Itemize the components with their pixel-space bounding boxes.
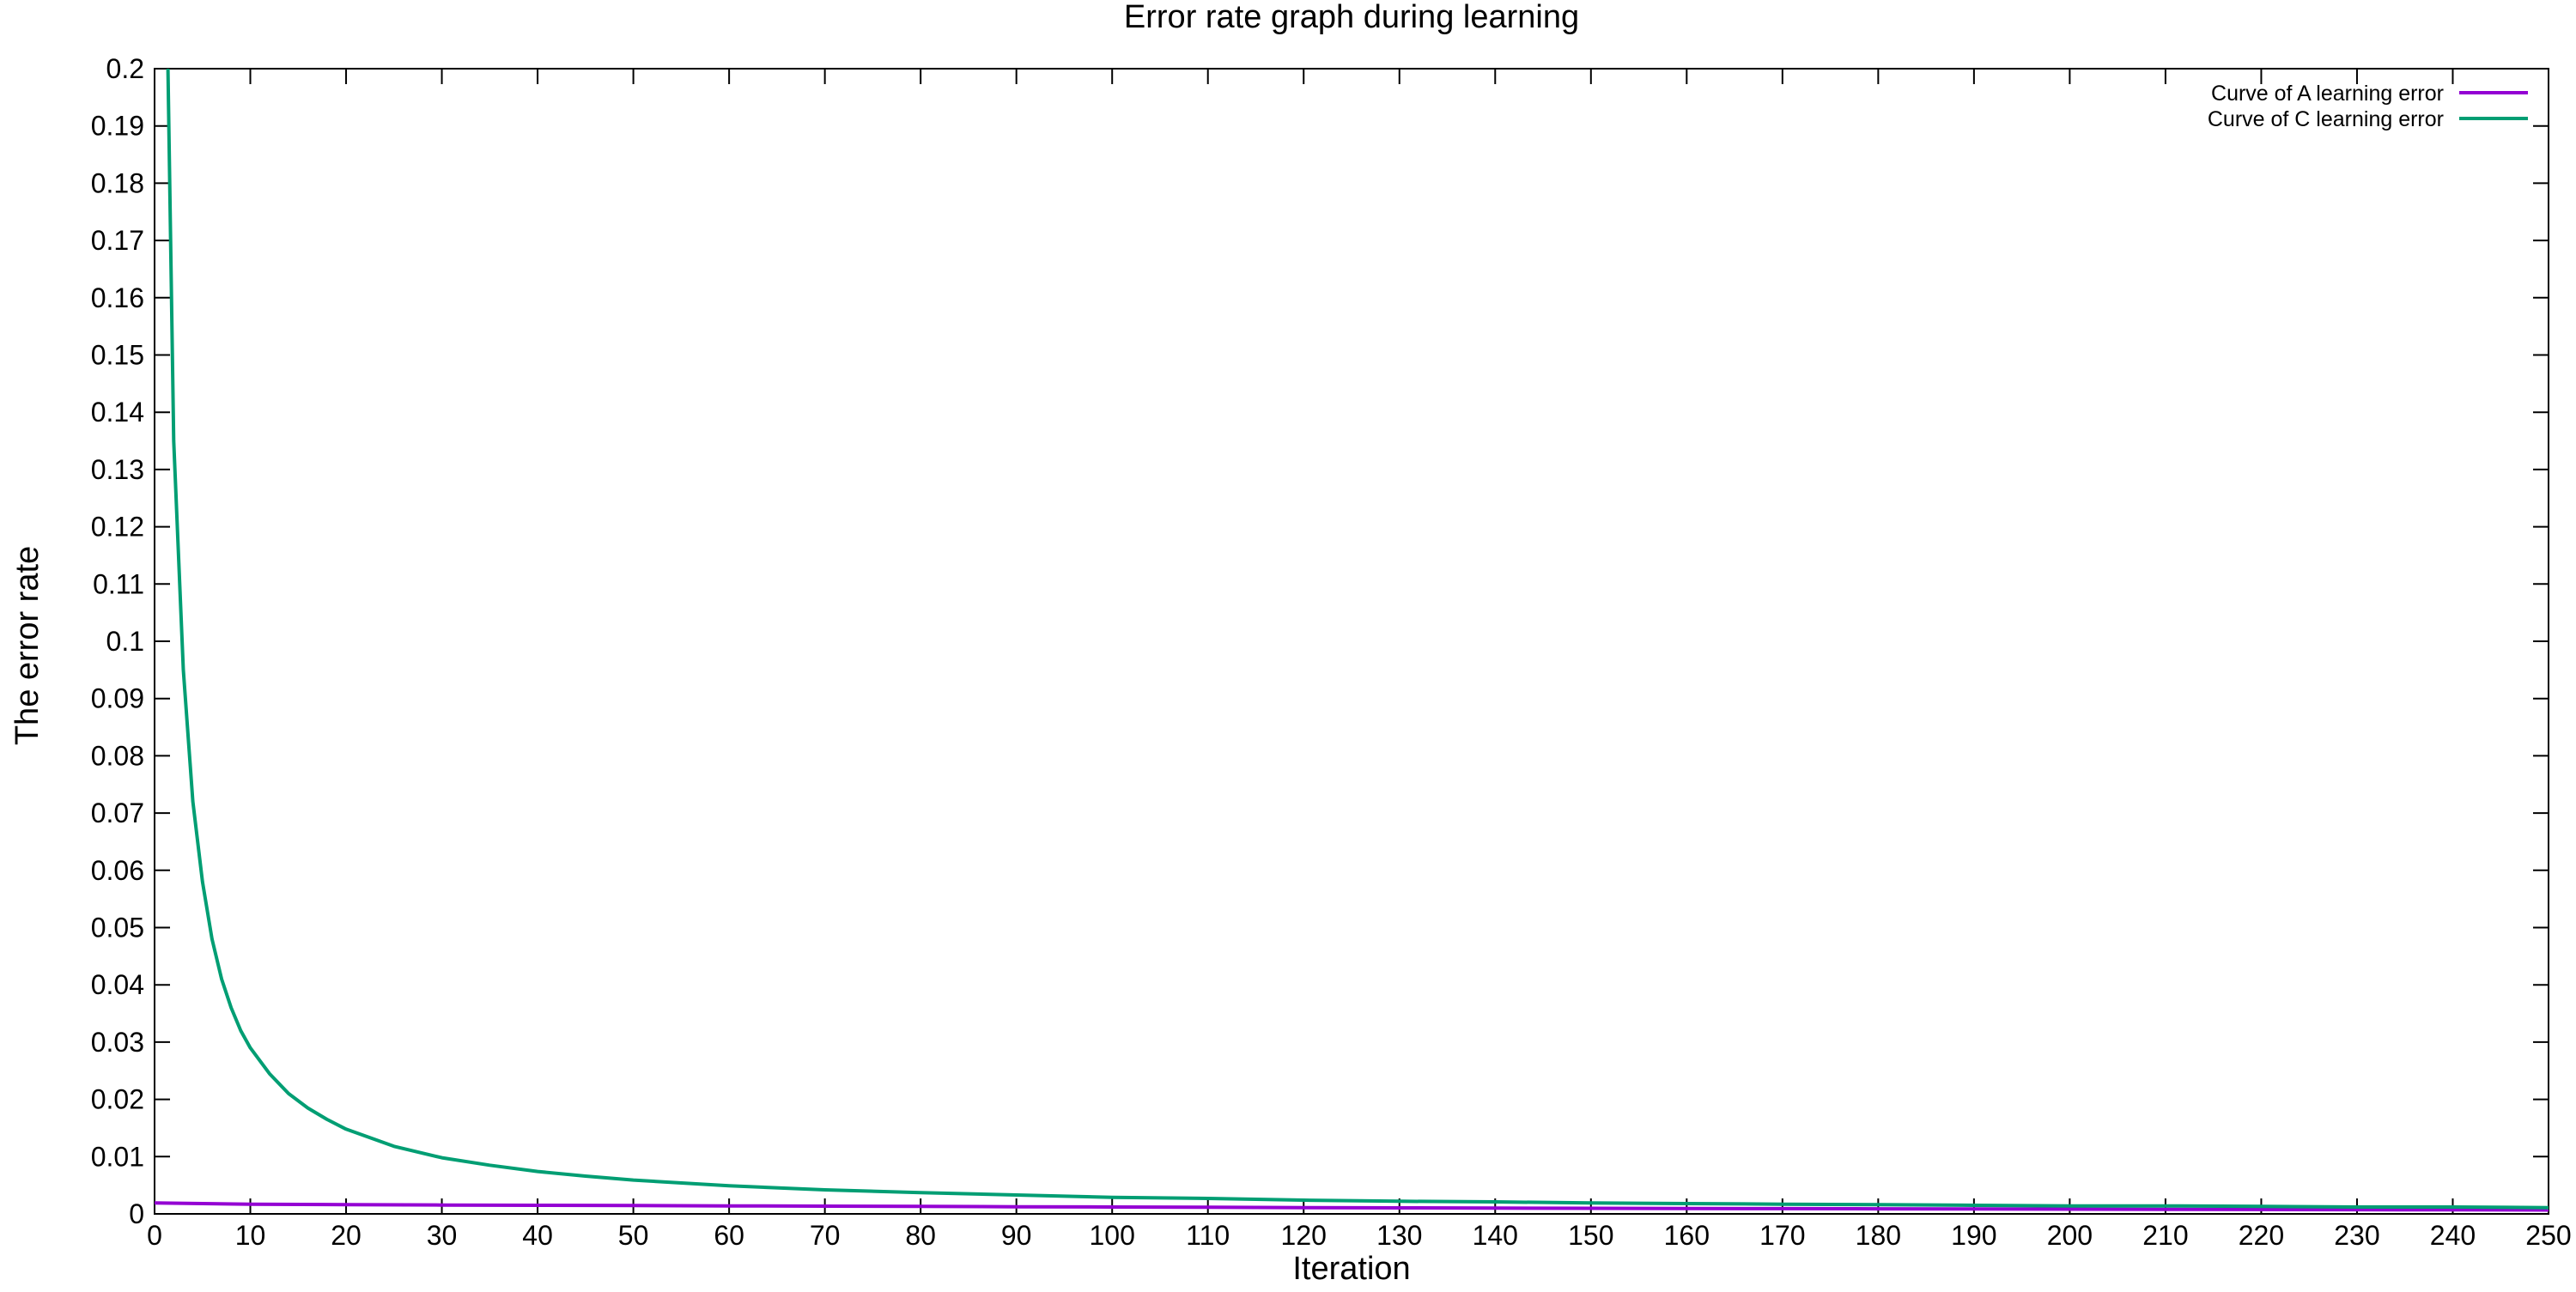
y-tick-label: 0.1 [106, 626, 144, 657]
x-tick-label: 80 [905, 1220, 936, 1251]
x-tick-label: 250 [2525, 1220, 2571, 1251]
x-tick-label: 210 [2142, 1220, 2188, 1251]
x-tick-label: 170 [1759, 1220, 1805, 1251]
x-tick-label: 150 [1568, 1220, 1613, 1251]
y-tick-label: 0.2 [106, 53, 144, 84]
y-tick-label: 0.13 [91, 454, 144, 485]
plot-border [154, 68, 2549, 1215]
y-tick-label: 0.14 [91, 397, 144, 428]
x-tick-label: 10 [235, 1220, 266, 1251]
x-tick-label: 90 [1001, 1220, 1032, 1251]
x-tick-label: 180 [1856, 1220, 1901, 1251]
x-tick-label: 120 [1281, 1220, 1327, 1251]
y-tick-label: 0 [129, 1198, 144, 1229]
x-tick-label: 30 [427, 1220, 458, 1251]
y-tick-label: 0.06 [91, 855, 144, 886]
y-tick-label: 0.17 [91, 225, 144, 256]
x-tick-label: 130 [1376, 1220, 1422, 1251]
x-tick-label: 240 [2430, 1220, 2476, 1251]
x-tick-label: 40 [522, 1220, 553, 1251]
y-tick-label: 0.08 [91, 740, 144, 771]
y-tick-label: 0.19 [91, 111, 144, 142]
x-tick-label: 60 [714, 1220, 744, 1251]
y-tick-label: 0.15 [91, 340, 144, 371]
x-tick-label: 220 [2239, 1220, 2284, 1251]
legend-label: Curve of C learning error [2208, 107, 2444, 131]
y-tick-label: 0.18 [91, 167, 144, 198]
chart-title: Error rate graph during learning [1124, 0, 1579, 35]
axes: 0 10 20 30 40 50 60 70 80 90 100 110 120 130 140 150 160… [91, 53, 2572, 1251]
x-tick-label: 160 [1664, 1220, 1710, 1251]
x-tick-label: 70 [810, 1220, 841, 1251]
x-tick-label: 20 [331, 1220, 361, 1251]
legend-label: Curve of A learning error [2211, 82, 2444, 106]
x-tick-label: 50 [618, 1220, 649, 1251]
x-tick-label: 140 [1473, 1220, 1518, 1251]
y-tick-label: 0.16 [91, 282, 144, 313]
series-layer [155, 69, 2549, 1212]
x-tick-label: 190 [1951, 1220, 1996, 1251]
series-line-a [155, 1201, 2549, 1212]
y-tick-label: 0.05 [91, 913, 144, 943]
y-tick-label: 0.12 [91, 512, 144, 543]
y-tick-label: 0.03 [91, 1027, 144, 1058]
x-tick-label: 230 [2334, 1220, 2379, 1251]
x-tick-label: 0 [147, 1220, 162, 1251]
y-tick-label: 0.09 [91, 683, 144, 714]
y-axis-label: The error rate [9, 546, 46, 745]
y-tick-label: 0.07 [91, 798, 144, 828]
y-tick-label: 0.02 [91, 1084, 144, 1115]
x-axis-label: Iteration [1292, 1251, 1410, 1287]
y-tick-label: 0.11 [93, 568, 144, 599]
series-line-c [166, 69, 2549, 1210]
y-tick-label: 0.01 [91, 1141, 144, 1172]
x-tick-label: 200 [2047, 1220, 2093, 1251]
x-tick-label: 100 [1090, 1220, 1135, 1251]
y-tick-label: 0.04 [91, 969, 144, 1000]
x-tick-label: 110 [1186, 1220, 1230, 1251]
